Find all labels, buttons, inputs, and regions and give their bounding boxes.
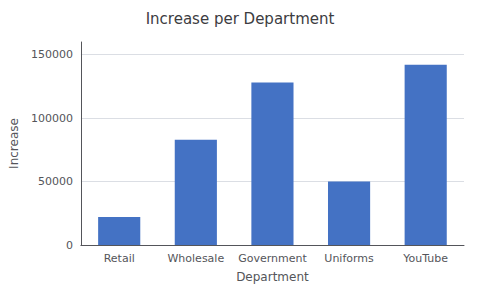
svg-text:Increase per Department: Increase per Department	[146, 10, 335, 28]
svg-text:100000: 100000	[31, 112, 73, 125]
svg-text:YouTube: YouTube	[402, 252, 448, 265]
svg-text:0: 0	[66, 239, 73, 252]
svg-text:Government: Government	[238, 252, 307, 265]
svg-text:Wholesale: Wholesale	[167, 252, 224, 265]
svg-text:Increase: Increase	[7, 118, 21, 169]
svg-text:Retail: Retail	[104, 252, 135, 265]
svg-text:Department: Department	[236, 270, 309, 284]
svg-text:Uniforms: Uniforms	[324, 252, 374, 265]
svg-text:50000: 50000	[38, 175, 73, 188]
svg-text:150000: 150000	[31, 48, 73, 61]
